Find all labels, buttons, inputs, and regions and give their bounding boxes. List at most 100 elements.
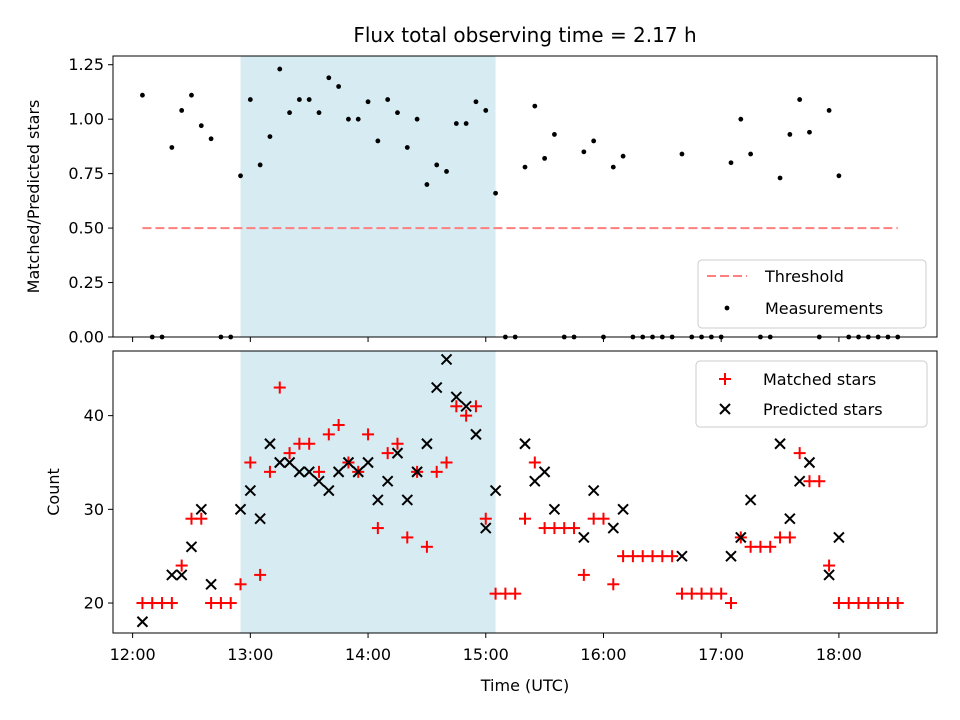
predicted-star-marker — [166, 569, 178, 581]
matched-star-marker — [891, 597, 904, 610]
x-tick-label: 14:00 — [345, 645, 391, 664]
matched-star-marker — [440, 456, 453, 469]
predicted-star-marker — [470, 428, 482, 441]
measurement-point — [552, 132, 557, 137]
matched-star-marker — [224, 597, 237, 610]
matched-star-marker — [430, 465, 443, 478]
measurement-point — [581, 149, 587, 155]
matched-star-marker — [283, 447, 296, 460]
predicted-star-marker — [421, 438, 433, 450]
predicted-star-marker — [362, 456, 374, 469]
matched-star-marker — [519, 512, 531, 525]
top-legend: Threshold Measurements — [697, 259, 927, 329]
matched-star-marker — [332, 419, 345, 432]
measurement-point — [189, 92, 194, 98]
measurement-point — [679, 151, 685, 157]
measurement-point — [404, 145, 410, 150]
predicted-star-marker — [617, 503, 629, 516]
predicted-star-marker — [244, 484, 257, 497]
matched-star-marker — [666, 550, 679, 563]
predicted-star-marker — [332, 466, 345, 478]
matched-star-marker — [165, 597, 178, 610]
matched-star-marker — [764, 540, 777, 553]
matched-star-marker — [313, 465, 325, 478]
matched-star-marker — [244, 456, 257, 469]
predicted-star-marker — [587, 484, 600, 497]
measurement-point — [807, 129, 812, 135]
matched-star-marker — [509, 587, 522, 600]
measurement-point — [296, 97, 302, 102]
legend-measurements-swatch — [724, 305, 730, 311]
measurement-point — [620, 153, 626, 159]
top-y-axis-label: Matched/Predicted stars — [24, 100, 43, 294]
predicted-star-marker — [205, 578, 217, 590]
x-tick-label: 17:00 — [698, 645, 744, 664]
predicted-star-marker — [735, 531, 747, 544]
measurement-point — [826, 108, 832, 113]
predicted-star-marker — [460, 400, 472, 412]
matched-star-marker — [401, 531, 414, 544]
legend-threshold-label: Threshold — [764, 267, 844, 286]
predicted-star-marker — [440, 353, 453, 366]
measurement-point — [267, 134, 273, 139]
measurement-point — [424, 182, 430, 187]
predicted-star-marker — [431, 381, 443, 394]
predicted-star-marker — [519, 438, 531, 450]
measurement-point — [287, 110, 292, 116]
measurement-point — [238, 173, 243, 179]
matched-star-marker — [195, 512, 208, 525]
top-y-tick-label: 0.00 — [68, 328, 104, 347]
matched-star-marker — [793, 447, 806, 460]
top-panel: 0.00 0.25 0.50 0.75 1.00 1.25 Flux total obse… — [24, 23, 938, 347]
predicted-star-marker — [784, 512, 796, 525]
matched-star-marker — [273, 381, 286, 394]
matched-star-marker — [263, 465, 276, 478]
measurement-point — [610, 164, 616, 170]
measurement-point — [748, 151, 754, 157]
predicted-star-marker — [175, 569, 188, 581]
matched-star-marker — [577, 568, 590, 581]
matched-star-marker — [597, 512, 610, 525]
top-axes-frame — [112, 55, 938, 338]
top-y-tick-label: 0.50 — [68, 219, 104, 238]
measurement-point — [463, 121, 469, 126]
measurement-point — [532, 103, 538, 109]
predicted-star-marker — [342, 456, 355, 469]
measurement-point — [414, 116, 420, 122]
bottom-panel: 20 30 40 12:00 13:00 14:00 15:00 16:00 17:00 18:0… — [44, 350, 938, 695]
predicted-star-marker — [480, 522, 492, 534]
measurement-point — [355, 116, 361, 122]
measurement-point — [453, 121, 459, 126]
matched-star-marker — [469, 400, 482, 413]
measurement-point — [365, 99, 371, 105]
matched-star-marker — [175, 559, 188, 572]
observing-window-span-bottom — [240, 351, 496, 633]
bottom-y-tick-label: 40 — [84, 406, 104, 425]
predicted-star-marker — [411, 466, 423, 478]
measurement-point — [179, 108, 185, 113]
matched-star-marker — [322, 428, 335, 441]
predicted-star-marker — [274, 456, 286, 469]
x-tick-label: 18:00 — [816, 645, 862, 664]
measurement-point — [346, 116, 351, 122]
top-y-tick-label: 0.25 — [68, 273, 104, 292]
measurement-point — [375, 138, 381, 144]
measurement-point — [473, 99, 479, 105]
x-tick-label: 16:00 — [580, 645, 626, 664]
measurement-point — [444, 169, 449, 174]
bottom-y-tick-label: 30 — [84, 500, 104, 519]
measurement-point — [306, 97, 312, 102]
matched-star-marker — [381, 447, 394, 460]
predicted-star-marker — [793, 475, 806, 487]
matched-star-marker — [479, 512, 492, 525]
measurement-point — [777, 175, 783, 181]
top-y-tick-label: 1.00 — [68, 110, 104, 129]
predicted-star-marker — [725, 550, 737, 562]
matched-star-marker — [254, 568, 267, 581]
matched-star-marker — [450, 400, 463, 413]
measurement-point — [385, 97, 391, 102]
legend-measurements-label: Measurements — [765, 299, 883, 318]
measurement-point — [493, 190, 498, 196]
measurement-point — [208, 136, 214, 142]
